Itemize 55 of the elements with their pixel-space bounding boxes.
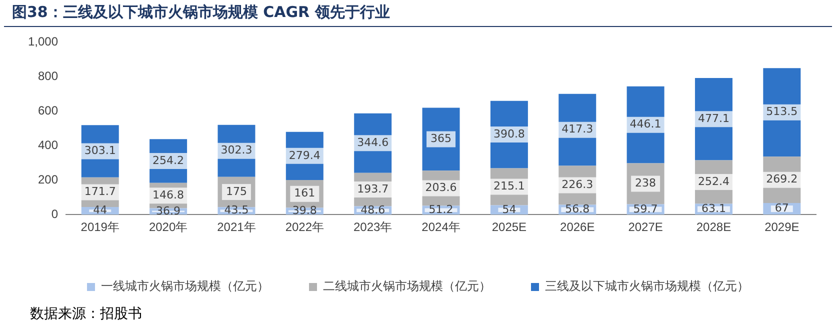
data-label: 48.6 [360, 203, 386, 216]
data-label: 161 [294, 186, 316, 200]
data-label: 446.1 [630, 118, 662, 131]
y-tick-label: 800 [38, 68, 58, 83]
x-tick-label: 2029E [764, 220, 800, 234]
data-label: 252.4 [698, 174, 730, 188]
x-tick-label: 2025E [492, 220, 527, 234]
data-label: 36.9 [156, 204, 181, 218]
legend-label: 二线城市火锅市场规模（亿元） [323, 279, 491, 294]
data-label: 302.3 [220, 144, 252, 157]
data-label: 175 [226, 184, 247, 198]
data-label: 215.1 [493, 180, 525, 193]
x-tick-label: 2024年 [422, 220, 460, 234]
legend-label: 三线及以下城市火锅市场规模（亿元） [545, 279, 749, 294]
y-tick-label: 400 [38, 138, 58, 152]
x-tick-label: 2023年 [353, 220, 392, 234]
data-label: 477.1 [698, 112, 730, 125]
data-label: 365 [430, 132, 452, 146]
data-label: 344.6 [357, 136, 389, 149]
x-tick-label: 2028E [696, 220, 732, 234]
x-tick-label: 2027E [628, 220, 663, 234]
data-label: 203.6 [425, 181, 457, 194]
data-label: 417.3 [562, 122, 594, 136]
data-label: 171.7 [84, 185, 116, 198]
data-label: 51.2 [428, 203, 454, 216]
x-tick-label: 2020年 [148, 220, 188, 234]
data-label: 67 [774, 202, 789, 215]
data-label: 279.4 [288, 148, 320, 162]
data-label: 226.3 [562, 178, 594, 192]
legend-label: 一线城市火锅市场规模（亿元） [101, 279, 269, 294]
y-tick-label: 0 [51, 206, 58, 221]
y-tick-label: 600 [38, 103, 58, 118]
y-tick-label: 1,000 [28, 34, 58, 49]
data-label: 193.7 [357, 182, 389, 196]
data-label: 238 [635, 176, 656, 190]
source-note: 数据来源：招股书 [29, 305, 143, 324]
data-label: 43.5 [224, 204, 249, 217]
data-label: 44 [93, 204, 108, 217]
data-label: 254.2 [152, 154, 184, 167]
data-label: 39.8 [292, 204, 317, 218]
data-label: 54 [502, 202, 516, 216]
data-label: 146.8 [152, 188, 184, 202]
x-tick-label: 2026E [560, 220, 595, 234]
data-label: 390.8 [493, 127, 525, 140]
data-label: 269.2 [766, 172, 798, 186]
y-tick-label: 200 [38, 172, 58, 186]
x-tick-label: 2021年 [217, 220, 256, 234]
x-tick-label: 2019年 [80, 220, 120, 234]
data-label: 56.8 [565, 202, 590, 216]
data-label: 513.5 [766, 105, 798, 118]
chart-title: 图38：三线及以下城市火锅市场规模 CAGR 领先于行业 [4, 0, 832, 27]
data-label: 59.7 [633, 202, 658, 216]
data-label: 63.1 [701, 202, 726, 216]
x-tick-label: 2022年 [285, 220, 324, 234]
data-label: 303.1 [84, 144, 116, 158]
